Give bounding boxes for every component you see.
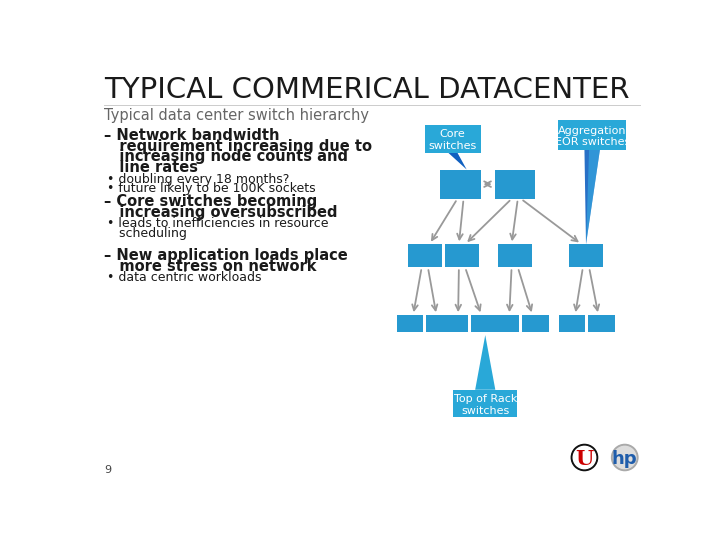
Polygon shape (448, 153, 467, 170)
Text: increasing node counts and: increasing node counts and (104, 150, 348, 165)
Bar (493, 315, 519, 332)
Text: – Network bandwidth: – Network bandwidth (104, 128, 279, 143)
Circle shape (573, 447, 595, 469)
Bar (441, 170, 481, 199)
Bar (442, 315, 468, 332)
Polygon shape (586, 150, 600, 244)
Bar (445, 244, 479, 267)
Text: – Core switches becoming: – Core switches becoming (104, 194, 318, 209)
Text: Top of Rack
switches: Top of Rack switches (454, 394, 517, 416)
Text: • future likely to be 100K sockets: • future likely to be 100K sockets (107, 182, 315, 195)
Bar (408, 244, 442, 267)
Bar (495, 170, 535, 199)
Bar (425, 125, 481, 153)
Text: Core
switches: Core switches (428, 130, 477, 151)
Text: TYPICAL COMMERICAL DATACENTER: TYPICAL COMMERICAL DATACENTER (104, 76, 629, 104)
Bar (559, 315, 585, 332)
Bar (523, 315, 549, 332)
Text: increasing oversubscribed: increasing oversubscribed (104, 205, 338, 220)
Bar (472, 315, 498, 332)
Text: hp: hp (612, 450, 638, 468)
Bar (397, 315, 423, 332)
Text: • doubling every 18 months?: • doubling every 18 months? (107, 173, 289, 186)
Polygon shape (475, 335, 495, 390)
Text: more stress on network: more stress on network (104, 259, 317, 274)
Text: – New application loads place: – New application loads place (104, 248, 348, 263)
Bar (569, 244, 603, 267)
Text: U: U (575, 449, 593, 469)
Text: • leads to inefficiencies in resource: • leads to inefficiencies in resource (107, 217, 328, 230)
Circle shape (613, 447, 636, 469)
Text: requirement increasing due to: requirement increasing due to (104, 139, 372, 154)
Bar (426, 315, 453, 332)
Bar (558, 120, 626, 150)
Text: scheduling: scheduling (107, 226, 187, 240)
Text: line rates: line rates (104, 160, 198, 176)
Bar (588, 315, 615, 332)
Text: Aggregation
EOR switches: Aggregation EOR switches (554, 126, 630, 147)
Polygon shape (585, 150, 600, 244)
Text: 9: 9 (104, 465, 111, 475)
Bar (454, 390, 517, 417)
Circle shape (571, 444, 598, 470)
Text: • data centric workloads: • data centric workloads (107, 271, 261, 284)
Text: Typical data center switch hierarchy: Typical data center switch hierarchy (104, 108, 369, 123)
Circle shape (611, 444, 638, 470)
Bar (498, 244, 532, 267)
